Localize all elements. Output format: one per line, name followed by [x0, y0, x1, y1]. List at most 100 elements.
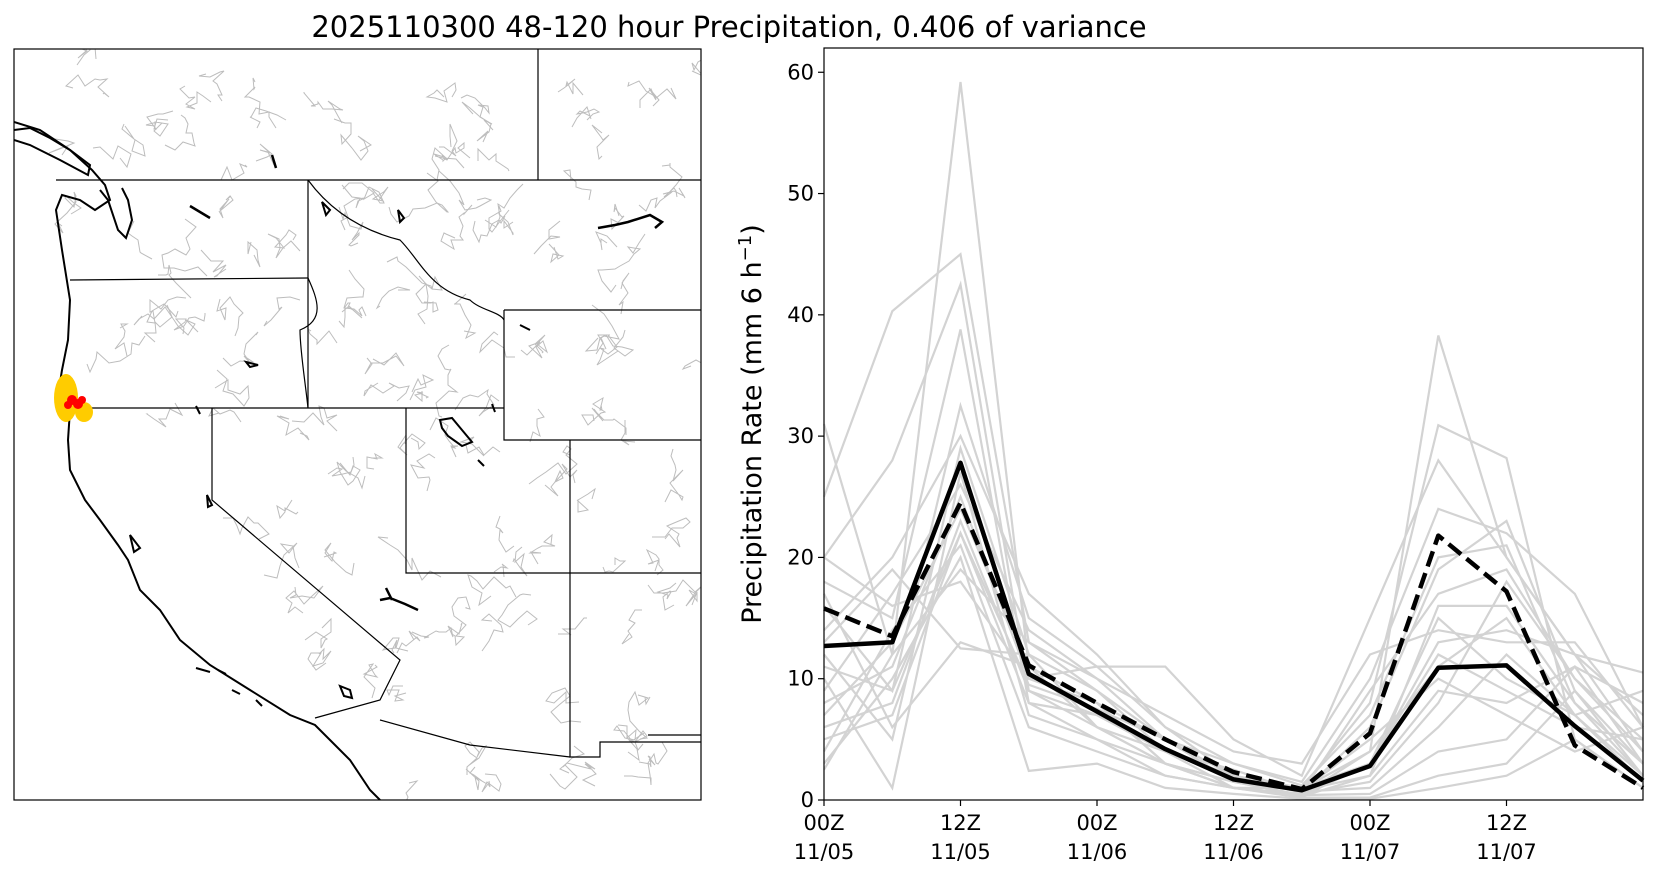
river-line: [220, 163, 248, 181]
river-line: [263, 542, 300, 579]
river-line: [222, 331, 259, 367]
river-line: [364, 352, 405, 375]
state-borders: [56, 49, 701, 758]
river-line: [438, 170, 493, 211]
ensemble-member-line: [823, 567, 1644, 794]
y-tick-label: 10: [787, 667, 814, 691]
river-line: [647, 579, 701, 607]
river-line: [595, 231, 618, 251]
river-line: [386, 685, 407, 702]
river-line: [340, 184, 366, 231]
river-line: [529, 408, 545, 443]
river-line: [375, 286, 411, 310]
x-tick-label-date: 11/06: [1067, 840, 1128, 864]
y-tick-label: 0: [801, 788, 814, 812]
river-line: [342, 182, 385, 204]
river-line: [366, 452, 384, 470]
x-tick-label-hour: 12Z: [1213, 811, 1254, 835]
lake: [321, 201, 332, 218]
river-line: [495, 515, 515, 553]
ensemble-member-line: [823, 401, 1644, 778]
river-line: [597, 233, 646, 293]
x-tick-label-date: 11/05: [794, 840, 855, 864]
river-line: [602, 557, 627, 573]
river-line: [362, 663, 379, 699]
river-line: [621, 609, 642, 645]
river-line: [92, 145, 132, 169]
x-tick-label-date: 11/05: [930, 840, 991, 864]
river-line: [343, 269, 367, 317]
lake: [189, 204, 211, 220]
river-line: [247, 240, 261, 268]
river-line: [481, 773, 502, 793]
great-salt-lake: [438, 416, 474, 448]
x-tick-label-date: 11/07: [1476, 840, 1537, 864]
river-line: [425, 82, 457, 103]
river-line: [145, 402, 184, 428]
mean-line-dashed: [823, 500, 1645, 792]
river-line: [161, 218, 208, 277]
river-line: [214, 369, 250, 407]
river-line: [627, 80, 677, 100]
channel-islands: [195, 667, 263, 707]
river-line: [484, 183, 524, 228]
lake: [519, 324, 531, 331]
river-line: [477, 147, 510, 172]
river-line: [664, 448, 684, 503]
river-line: [591, 304, 620, 350]
river-line: [411, 622, 463, 639]
river-line: [681, 359, 701, 371]
river-line: [548, 243, 565, 264]
figure-title: 2025110300 48-120 hour Precipitation, 0.…: [311, 10, 1147, 44]
precipitation-hotspot: [54, 374, 93, 422]
river-line: [285, 585, 324, 614]
river-line: [127, 220, 153, 260]
river-line: [323, 542, 355, 576]
river-line: [610, 203, 625, 231]
salton-sea: [338, 684, 354, 700]
river-line: [164, 114, 196, 151]
river-line: [493, 563, 509, 578]
river-line: [562, 169, 592, 201]
lake: [397, 209, 406, 225]
y-tick-label: 40: [787, 303, 814, 327]
river-line: [442, 141, 471, 169]
river-line: [639, 87, 660, 108]
river-line: [557, 78, 584, 96]
ensemble-lines: [822, 81, 1644, 800]
lake: [129, 534, 142, 554]
river-line: [121, 123, 146, 157]
river-line: [472, 215, 506, 244]
river-line: [618, 272, 630, 315]
river-line: [410, 453, 436, 492]
ensemble-member-line: [822, 81, 1644, 796]
river-line: [528, 445, 578, 485]
river-line: [145, 121, 169, 137]
x-tick-label-date: 11/06: [1203, 840, 1264, 864]
river-line: [158, 264, 192, 299]
ensemble-member-line: [823, 433, 1644, 784]
lake: [195, 405, 201, 415]
river-line: [291, 405, 338, 432]
river-line: [512, 546, 528, 577]
river-line: [645, 548, 664, 576]
river-line: [333, 118, 372, 161]
river-line: [461, 101, 492, 143]
river-line: [133, 306, 199, 336]
y-tick-label: 20: [787, 545, 814, 569]
river-line: [545, 687, 582, 724]
y-axis-label: Precipitation Rate (mm 6 h−1): [735, 224, 768, 624]
map-panel: [13, 48, 702, 801]
river-line: [306, 327, 338, 346]
river-line: [558, 617, 587, 636]
river-line: [571, 106, 601, 128]
river-line: [638, 755, 656, 768]
river-line: [86, 335, 146, 374]
river-line: [439, 123, 458, 157]
river-line: [114, 323, 129, 357]
river-basin-network: [48, 49, 701, 800]
map-frame: [13, 48, 702, 801]
river-line: [338, 206, 364, 247]
river-line: [307, 647, 332, 671]
mean-line-solid: [823, 460, 1645, 793]
